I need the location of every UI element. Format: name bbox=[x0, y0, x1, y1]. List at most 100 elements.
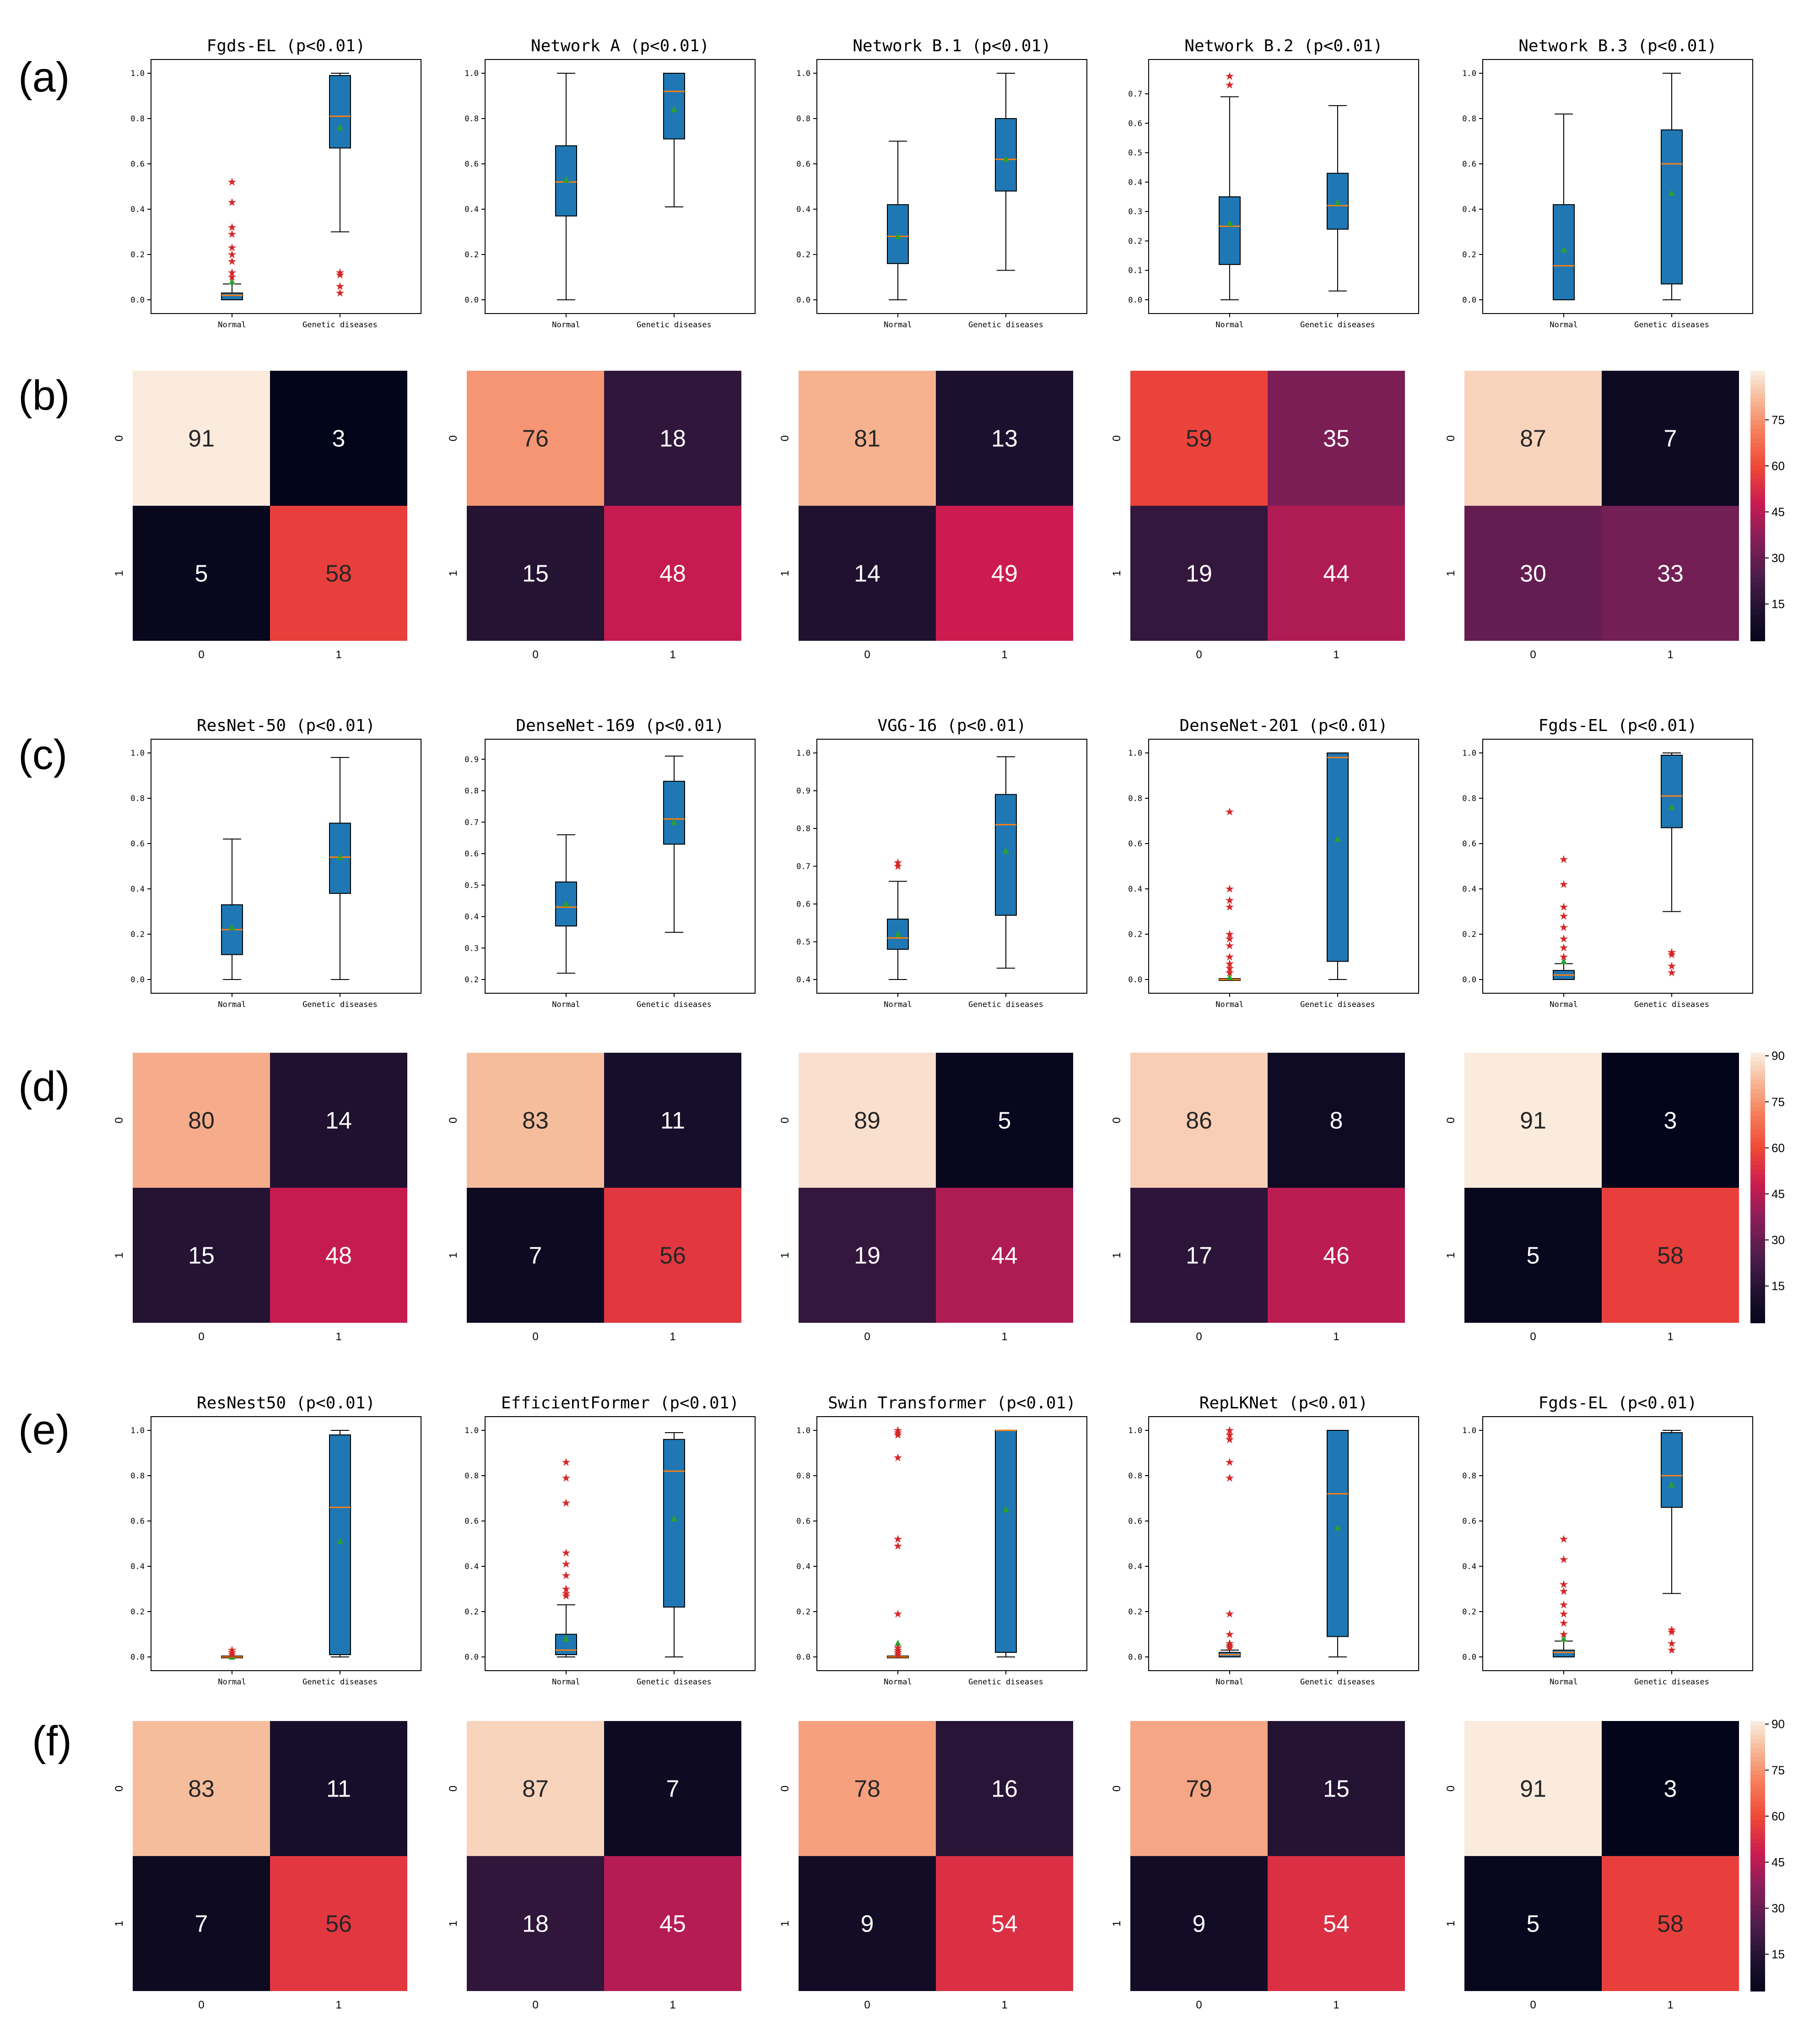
y-tick-label: 1.0 bbox=[130, 69, 145, 78]
y-tick-label: 0.0 bbox=[464, 296, 479, 305]
outlier-point: ★ bbox=[1559, 1628, 1569, 1641]
y-tick-label: 0.4 bbox=[464, 1562, 479, 1571]
outlier-point: ★ bbox=[893, 1429, 903, 1441]
outlier-point: ★ bbox=[893, 1426, 903, 1439]
heatmap-cell bbox=[1464, 1856, 1602, 1991]
x-tick-label: 0 bbox=[864, 1331, 870, 1343]
colorbar-segment bbox=[1750, 1291, 1765, 1296]
colorbar-segment bbox=[1750, 595, 1765, 601]
y-tick-label: 0.7 bbox=[796, 862, 810, 871]
x-tick-label: Normal bbox=[1550, 1678, 1577, 1687]
colorbar-segment bbox=[1750, 1165, 1765, 1170]
x-tick-label: 1 bbox=[670, 1331, 675, 1343]
colorbar-tick-label: 15 bbox=[1771, 597, 1785, 611]
y-tick-label: 0.4 bbox=[796, 975, 810, 985]
heatmap-cell bbox=[604, 506, 741, 641]
cell-value: 3 bbox=[1664, 1108, 1677, 1134]
x-tick-label: 0 bbox=[864, 1999, 870, 2011]
colorbar-segment bbox=[1750, 1282, 1765, 1288]
colorbar-segment bbox=[1750, 1215, 1765, 1220]
colorbar-segment bbox=[1750, 375, 1765, 380]
box-normal: Normal bbox=[1550, 114, 1578, 330]
y-tick-label: 1 bbox=[1445, 570, 1457, 576]
colorbar-segment bbox=[1750, 1277, 1765, 1283]
box-genetic-diseases: Genetic diseases bbox=[302, 757, 378, 1009]
y-tick-label: 0.8 bbox=[130, 114, 145, 124]
colorbar-segment bbox=[1750, 1061, 1765, 1067]
colorbar-segment bbox=[1750, 393, 1765, 398]
x-tick-label: Genetic diseases bbox=[968, 320, 1043, 330]
box-genetic-diseases: Genetic diseases bbox=[968, 1429, 1043, 1687]
colorbar: 15 30 45 60 75 90 bbox=[1750, 1049, 1785, 1323]
colorbar-tick-label: 30 bbox=[1771, 551, 1785, 565]
colorbar-segment bbox=[1750, 1192, 1765, 1197]
colorbar-segment bbox=[1750, 1730, 1765, 1735]
y-tick-label: 0.2 bbox=[1128, 1607, 1142, 1617]
colorbar-segment bbox=[1750, 1770, 1765, 1775]
colorbar-tick-label: 90 bbox=[1771, 1049, 1785, 1063]
outlier-point: ★ bbox=[227, 266, 237, 279]
box-normal: ★★★★★★★★Normal bbox=[1550, 853, 1577, 1009]
y-tick-label: 0.6 bbox=[796, 1517, 810, 1526]
box-normal: ★★★★★★★★★Normal bbox=[218, 176, 246, 330]
plot-frame bbox=[151, 59, 421, 314]
box-genetic-diseases: Genetic diseases bbox=[1300, 1430, 1375, 1687]
outlier-point: ★ bbox=[1225, 966, 1235, 979]
colorbar-segment bbox=[1750, 1878, 1765, 1883]
colorbar-segment bbox=[1750, 1102, 1765, 1107]
mean-marker bbox=[1003, 156, 1009, 162]
outlier-point: ★ bbox=[227, 241, 237, 254]
outlier-point: ★ bbox=[561, 1546, 571, 1559]
y-tick-label: 1 bbox=[1111, 1252, 1123, 1258]
y-tick-label: 1.0 bbox=[796, 69, 810, 78]
cell-value: 15 bbox=[522, 561, 549, 587]
row-label-f: (f) bbox=[32, 1718, 72, 1764]
confusion-matrix-panel: 59 35 19 44 0 1 0 1 bbox=[1111, 371, 1405, 661]
heatmap-cell bbox=[133, 1856, 270, 1991]
box-genetic-diseases: Genetic diseases bbox=[968, 756, 1043, 1009]
y-tick-label: 0.6 bbox=[464, 850, 479, 859]
plot-frame bbox=[816, 1416, 1087, 1671]
box-body bbox=[995, 794, 1017, 916]
colorbar-segment bbox=[1750, 1946, 1765, 1951]
cell-value: 58 bbox=[1657, 1911, 1684, 1938]
heatmap-cell bbox=[1268, 1188, 1405, 1323]
outlier-point: ★ bbox=[1225, 1639, 1235, 1652]
cell-value: 59 bbox=[1186, 426, 1212, 452]
colorbar-segment bbox=[1750, 1883, 1765, 1888]
heatmap-cell bbox=[936, 1188, 1073, 1323]
cell-value: 87 bbox=[1520, 426, 1546, 452]
row-label-a: (a) bbox=[18, 54, 70, 101]
box-genetic-diseases: Genetic diseases bbox=[637, 73, 712, 330]
panel-title: DenseNet-201 (p<0.01) bbox=[1179, 716, 1388, 735]
colorbar-tick-label: 30 bbox=[1771, 1901, 1785, 1915]
y-tick-label: 1 bbox=[113, 1921, 125, 1927]
mean-marker bbox=[1334, 835, 1341, 842]
outlier-point: ★ bbox=[893, 1539, 903, 1552]
colorbar-segment bbox=[1750, 474, 1765, 479]
colorbar-segment bbox=[1750, 1179, 1765, 1184]
box-genetic-diseases: ★★★★Genetic diseases bbox=[302, 73, 378, 330]
box-normal: ★★★★★★★★★★★Normal bbox=[884, 1424, 912, 1687]
y-tick-label: 0.8 bbox=[464, 1472, 479, 1481]
mean-marker bbox=[1226, 974, 1233, 980]
heatmap-cell bbox=[467, 1188, 604, 1323]
colorbar-segment bbox=[1750, 1111, 1765, 1116]
y-tick-label: 1 bbox=[447, 1252, 459, 1258]
colorbar-segment bbox=[1750, 1273, 1765, 1278]
colorbar-segment bbox=[1750, 1779, 1765, 1785]
y-tick-label: 0.4 bbox=[130, 1562, 145, 1571]
colorbar-tick-label: 45 bbox=[1771, 1855, 1785, 1869]
box-body bbox=[1219, 196, 1241, 265]
x-tick-label: 0 bbox=[198, 1331, 204, 1343]
y-tick-label: 0.4 bbox=[1462, 885, 1476, 894]
y-tick-label: 0 bbox=[113, 1786, 125, 1791]
colorbar-segment bbox=[1750, 1250, 1765, 1256]
cell-value: 33 bbox=[1657, 561, 1684, 587]
colorbar-segment bbox=[1750, 1887, 1765, 1893]
outlier-point: ★ bbox=[227, 255, 237, 268]
colorbar-segment bbox=[1750, 1057, 1765, 1062]
outlier-point: ★ bbox=[561, 1569, 571, 1582]
y-tick-label: 1 bbox=[447, 570, 459, 576]
x-tick-label: 1 bbox=[670, 649, 675, 661]
